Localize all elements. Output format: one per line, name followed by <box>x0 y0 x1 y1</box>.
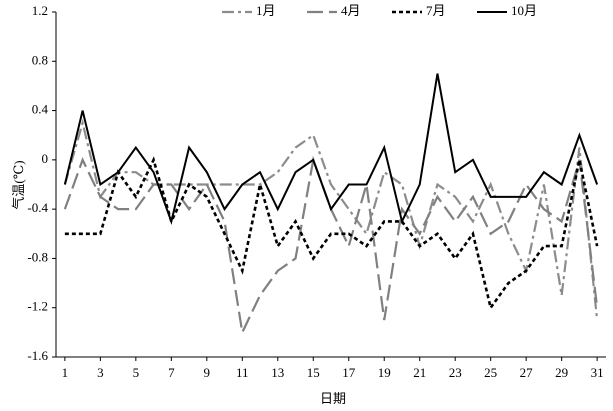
y-tick-label: 0.4 <box>32 102 49 117</box>
y-tick-label: -1.2 <box>27 299 48 314</box>
x-tick-label: 19 <box>378 365 391 380</box>
series-line <box>63 73 599 225</box>
x-tick-label: 15 <box>307 365 320 380</box>
legend-label: 1月 <box>256 3 276 18</box>
y-tick-label: -1.6 <box>27 348 48 363</box>
x-tick-label: 29 <box>555 365 568 380</box>
x-tick-label: 21 <box>413 365 426 380</box>
y-tick-label: 1.2 <box>32 3 48 18</box>
y-tick-label: 0 <box>42 151 49 166</box>
y-tick-label: -0.8 <box>27 249 48 264</box>
x-tick-label: 7 <box>168 365 175 380</box>
x-tick-label: 9 <box>204 365 211 380</box>
x-tick-label: 1 <box>62 365 69 380</box>
x-tick-label: 11 <box>236 365 249 380</box>
legend-label: 10月 <box>511 3 537 18</box>
x-tick-label: 13 <box>271 365 284 380</box>
x-axis-label: 日期 <box>320 391 346 406</box>
y-tick-label: 0.8 <box>32 52 48 67</box>
x-tick-label: 23 <box>449 365 462 380</box>
x-tick-label: 5 <box>133 365 140 380</box>
series-line <box>63 118 599 321</box>
x-tick-label: 25 <box>484 365 497 380</box>
x-tick-label: 27 <box>520 365 534 380</box>
y-tick-label: -0.4 <box>27 200 48 215</box>
x-tick-label: 3 <box>97 365 104 380</box>
y-axis-label: 气温(℃) <box>11 160 26 209</box>
legend-label: 7月 <box>426 3 446 18</box>
x-tick-label: 17 <box>342 365 356 380</box>
x-tick-label: 31 <box>591 365 604 380</box>
legend-label: 4月 <box>341 3 361 18</box>
series-line <box>64 156 599 311</box>
